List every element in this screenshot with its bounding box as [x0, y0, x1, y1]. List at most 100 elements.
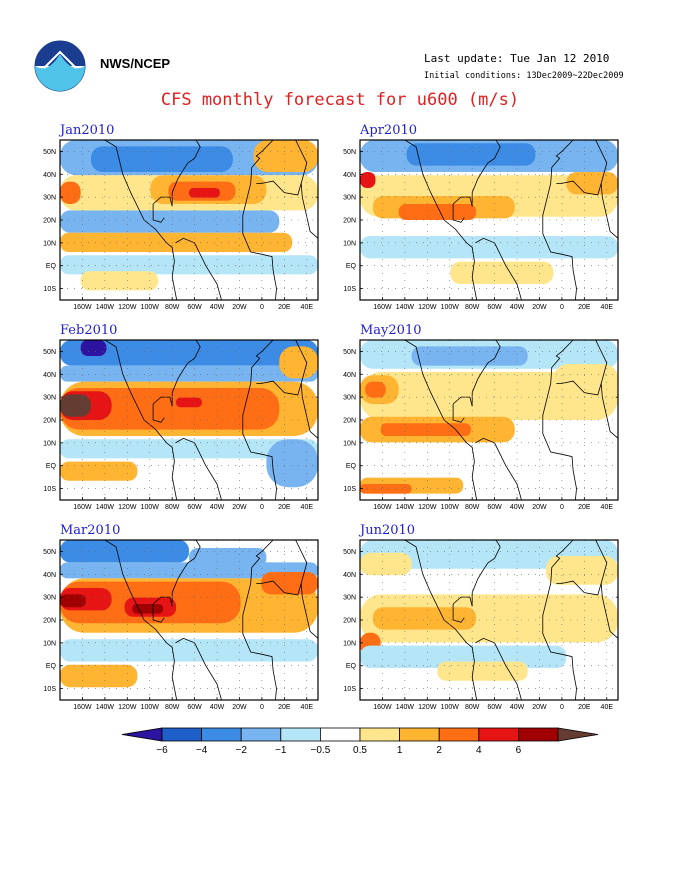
lon-tick-label: 80W	[165, 304, 180, 311]
lon-tick-label: 60W	[187, 704, 202, 711]
lat-tick-label: 40N	[43, 172, 56, 179]
lon-tick-label: 160W	[73, 704, 92, 711]
lon-tick-label: 80W	[465, 304, 480, 311]
lat-tick-label: EQ	[346, 663, 357, 670]
lat-tick-label: 30N	[43, 195, 56, 202]
lon-tick-label: 160W	[373, 704, 392, 711]
map-panel-mar: 160W 140W 120W 100W 80W 60W 40W 20W 0 20E 40E 50N 40…	[43, 539, 319, 711]
lat-tick-label: 30N	[43, 395, 56, 402]
lat-tick-label: 40N	[343, 372, 356, 379]
lon-tick-label: 40W	[510, 304, 525, 311]
lon-tick-label: 40E	[301, 704, 314, 711]
lon-tick-label: 0	[560, 704, 564, 711]
lon-tick-label: 120W	[418, 304, 437, 311]
lat-tick-label: 10S	[344, 286, 357, 293]
lat-tick-label: EQ	[46, 463, 57, 470]
colorbar-swatch	[438, 727, 480, 742]
lat-tick-label: 30N	[343, 195, 356, 202]
map-panel-may: 160W 140W 120W 100W 80W 60W 40W 20W 0 20E 40E 50N 40…	[343, 339, 619, 511]
lon-tick-label: 140W	[96, 704, 115, 711]
lon-tick-label: 160W	[373, 504, 392, 511]
lat-tick-label: 30N	[343, 595, 356, 602]
lat-tick-label: EQ	[46, 663, 57, 670]
lat-tick-label: EQ	[346, 263, 357, 270]
lon-tick-label: 40E	[301, 304, 314, 311]
colorbar-swatch	[161, 727, 202, 742]
panel-title-jan: Jan2010	[60, 123, 115, 138]
lat-tick-label: 30N	[43, 595, 56, 602]
colorbar-label: −4	[196, 745, 208, 756]
lon-tick-label: 0	[260, 304, 264, 311]
lat-tick-label: 40N	[343, 572, 356, 579]
colorbar-label: −1	[275, 745, 287, 756]
noaa-logo	[34, 40, 86, 92]
lat-tick-label: 20N	[343, 418, 356, 425]
lon-tick-label: 160W	[373, 304, 392, 311]
colorbar-swatch	[319, 727, 361, 742]
lon-tick-label: 100W	[141, 504, 160, 511]
lon-tick-label: 140W	[96, 304, 115, 311]
lat-tick-label: 30N	[343, 395, 356, 402]
lat-tick-label: 50N	[343, 149, 356, 156]
lon-tick-label: 80W	[165, 504, 180, 511]
agency-label: NWS/NCEP	[100, 56, 171, 71]
lat-tick-label: 50N	[343, 549, 356, 556]
lon-tick-label: 20W	[232, 304, 247, 311]
lon-tick-label: 60W	[487, 304, 502, 311]
lon-tick-label: 120W	[118, 504, 137, 511]
lon-tick-label: 40W	[210, 304, 225, 311]
panel-title-apr: Apr2010	[360, 123, 418, 138]
lon-tick-label: 60W	[487, 504, 502, 511]
lat-tick-label: 20N	[43, 418, 56, 425]
colorbar-label: 1	[397, 745, 403, 756]
lon-tick-label: 80W	[465, 504, 480, 511]
lon-tick-label: 100W	[141, 304, 160, 311]
colorbar-label: −6	[156, 745, 168, 756]
lon-tick-label: 20W	[532, 304, 547, 311]
colorbar-label: 4	[476, 745, 482, 756]
colorbar-swatch	[399, 727, 440, 742]
lat-tick-label: 10N	[43, 240, 56, 247]
map-panel-apr: 160W 140W 120W 100W 80W 60W 40W 20W 0 20E 40E 50N 40…	[343, 139, 619, 311]
lon-tick-label: 0	[260, 504, 264, 511]
lat-tick-label: 50N	[43, 549, 56, 556]
lat-tick-label: 40N	[43, 372, 56, 379]
initial-conditions: Initial conditions: 13Dec2009~22Dec2009	[424, 71, 624, 81]
lon-tick-label: 120W	[118, 304, 137, 311]
lon-tick-label: 100W	[141, 704, 160, 711]
colorbar-arrow-high	[557, 727, 599, 742]
lat-tick-label: 20N	[343, 218, 356, 225]
lon-tick-label: 140W	[396, 304, 415, 311]
lat-tick-label: 10S	[44, 486, 57, 493]
lat-tick-label: EQ	[46, 263, 57, 270]
lon-tick-label: 100W	[441, 704, 460, 711]
panel-title-mar: Mar2010	[60, 523, 121, 538]
lat-tick-label: 10N	[43, 640, 56, 647]
colorbar-swatch	[359, 727, 400, 742]
lon-tick-label: 20W	[232, 704, 247, 711]
lon-tick-label: 120W	[118, 704, 137, 711]
lat-tick-label: 20N	[43, 218, 56, 225]
lat-tick-label: 40N	[343, 172, 356, 179]
colorbar-swatch	[201, 727, 242, 742]
lon-tick-label: 60W	[187, 504, 202, 511]
page-title: CFS monthly forecast for u600 (m/s)	[160, 90, 520, 110]
lon-tick-label: 80W	[165, 704, 180, 711]
colorbar-swatch	[478, 727, 519, 742]
lon-tick-label: 0	[260, 704, 264, 711]
forecast-maps: 160W 140W 120W 100W 80W 60W 40W 20W 0 20E 40E50N40…	[43, 139, 619, 711]
lon-tick-label: 0	[560, 504, 564, 511]
lon-tick-label: 20E	[578, 304, 591, 311]
lon-tick-label: 60W	[487, 704, 502, 711]
lat-tick-label: 10N	[343, 440, 356, 447]
panel-title-feb: Feb2010	[60, 323, 118, 338]
colorbar-label: −2	[235, 745, 247, 756]
lon-tick-label: 20E	[278, 304, 291, 311]
lon-tick-label: 40E	[601, 504, 614, 511]
colorbar-swatch	[280, 727, 321, 742]
map-panel-jan: 160W 140W 120W 100W 80W 60W 40W 20W 0 20E 40E 50N 40…	[43, 139, 319, 311]
lon-tick-label: 0	[560, 304, 564, 311]
lat-tick-label: 50N	[343, 349, 356, 356]
colorbar-label: 0.5	[353, 745, 367, 756]
colorbar-swatch	[240, 727, 282, 742]
